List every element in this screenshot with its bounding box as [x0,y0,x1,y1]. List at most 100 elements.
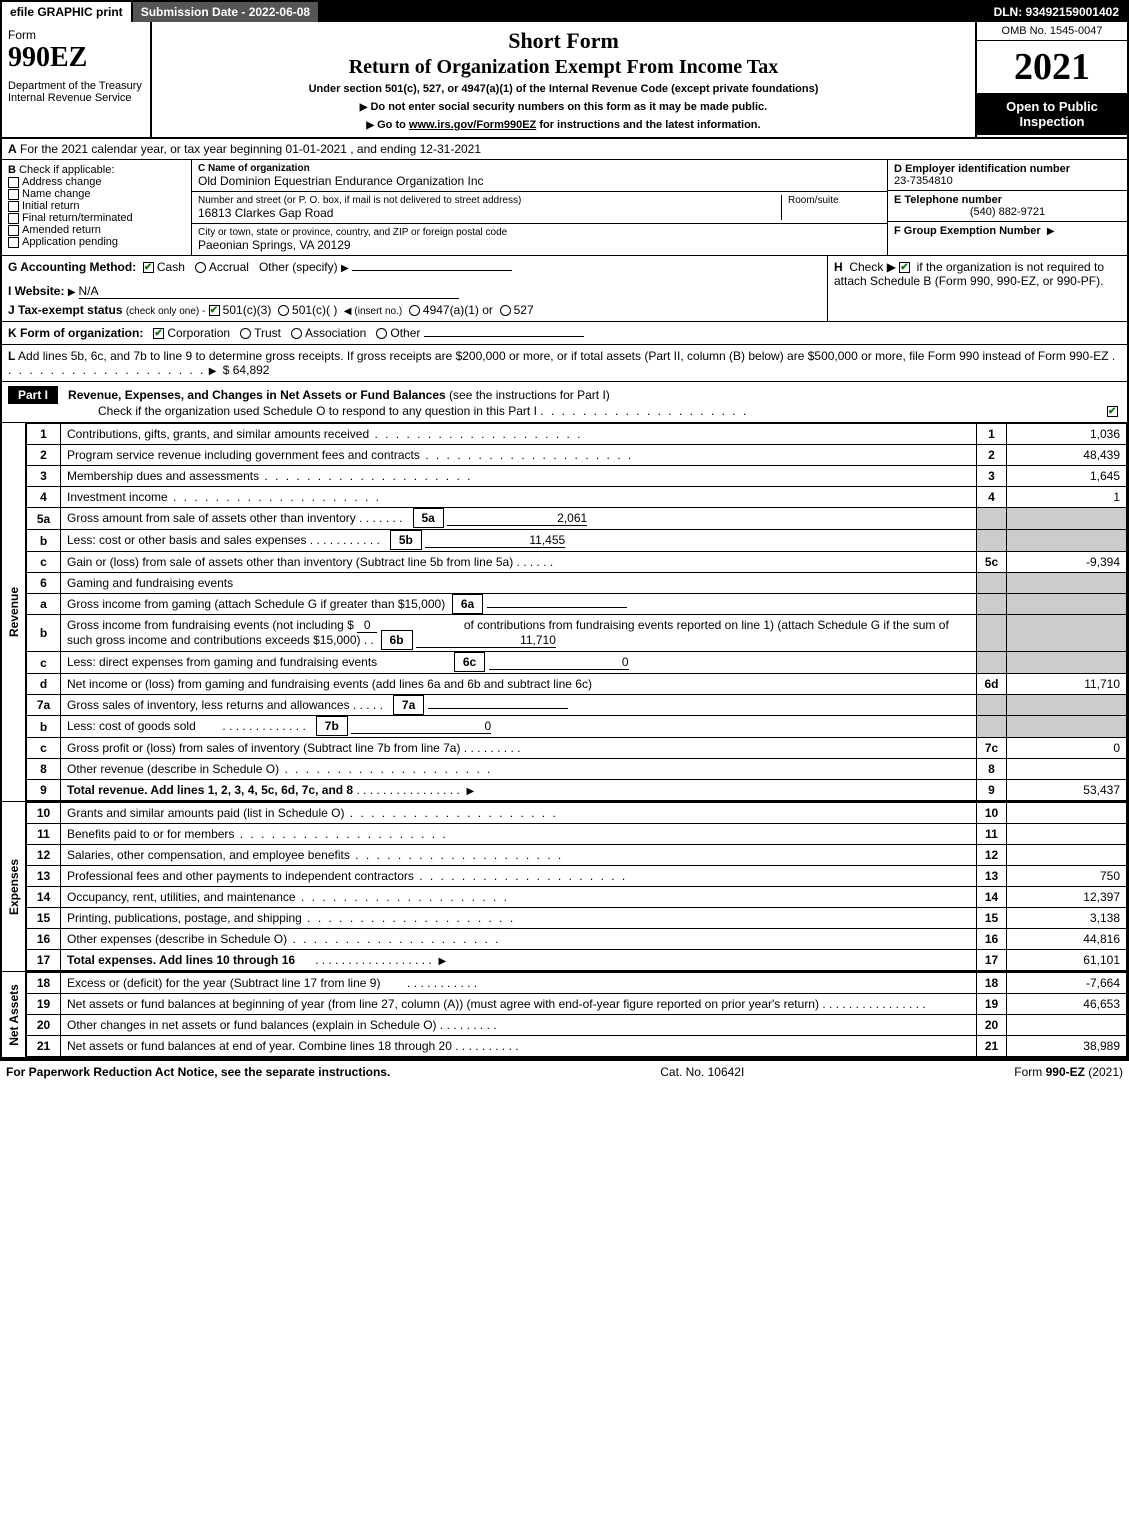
top-bar: efile GRAPHIC print Submission Date - 20… [2,2,1127,22]
efile-print-button[interactable]: efile GRAPHIC print [2,2,133,22]
line-18: 18Excess or (deficit) for the year (Subt… [27,973,1127,994]
revenue-sidelabel: Revenue [2,423,26,801]
c-street-label: Number and street (or P. O. box, if mail… [198,195,781,206]
checkbox-initial-return[interactable] [8,201,19,212]
checkbox-schedule-b[interactable] [899,262,910,273]
line-3: 3Membership dues and assessments31,645 [27,466,1127,487]
part-i-title: Revenue, Expenses, and Changes in Net As… [68,388,446,402]
section-h: H Check ▶ if the organization is not req… [827,256,1127,321]
j-hint: (check only one) - [126,306,205,317]
line-19: 19Net assets or fund balances at beginni… [27,994,1127,1015]
page-footer: For Paperwork Reduction Act Notice, see … [0,1061,1129,1083]
cat-number: Cat. No. 10642I [660,1065,744,1079]
checkbox-cash[interactable] [143,262,154,273]
section-bcdef: B Check if applicable: Address change Na… [2,160,1127,256]
radio-4947[interactable] [409,305,420,316]
tax-year: 2021 [977,41,1127,93]
org-street: 16813 Clarkes Gap Road [198,206,781,220]
expenses-sidelabel: Expenses [2,802,26,971]
radio-association[interactable] [291,328,302,339]
d-label: D Employer identification number [894,163,1121,175]
section-k: K Form of organization: Corporation Trus… [2,322,1127,345]
k-other-input[interactable] [424,336,584,337]
l-text: Add lines 5b, 6c, and 7b to line 9 to de… [18,349,1109,363]
part-i-header: Part I Revenue, Expenses, and Changes in… [2,382,1127,423]
j-501c3: 501(c)(3) [223,303,272,317]
line-6d: dNet income or (loss) from gaming and fu… [27,674,1127,695]
room-suite-label: Room/suite [788,195,881,206]
g-cash: Cash [157,260,185,274]
line-6: 6Gaming and fundraising events [27,573,1127,594]
line-10: 10Grants and similar amounts paid (list … [27,803,1127,824]
line-17: 17Total expenses. Add lines 10 through 1… [27,950,1127,971]
line-20: 20Other changes in net assets or fund ba… [27,1015,1127,1036]
radio-other[interactable] [376,328,387,339]
checkbox-501c3[interactable] [209,305,220,316]
line-8: 8Other revenue (describe in Schedule O)8 [27,759,1127,780]
part-i-check-text: Check if the organization used Schedule … [98,404,537,418]
line-21: 21Net assets or fund balances at end of … [27,1036,1127,1057]
section-b: B Check if applicable: Address change Na… [2,160,192,255]
arrow-icon [438,953,449,967]
submission-date: Submission Date - 2022-06-08 [133,2,320,22]
k-assoc: Association [305,326,366,340]
arrow-icon [68,284,79,298]
goto-text: Go to www.irs.gov/Form990EZ for instruct… [377,119,760,131]
c-city-label: City or town, state or province, country… [198,227,881,238]
checkbox-schedule-o[interactable] [1107,406,1118,417]
other-specify-input[interactable] [352,270,512,271]
part-i-label: Part I [8,386,58,404]
arrow-icon [1047,225,1058,237]
g-label: G Accounting Method: [8,260,136,274]
form-footer-id: Form 990-EZ (2021) [1014,1065,1123,1079]
line-15: 15Printing, publications, postage, and s… [27,908,1127,929]
line-2: 2Program service revenue including gover… [27,445,1127,466]
form-label: Form [8,28,144,42]
header-right: OMB No. 1545-0047 2021 Open to Public In… [977,22,1127,137]
arrow-icon [466,783,477,797]
netassets-section: Net Assets 18Excess or (deficit) for the… [2,972,1127,1059]
section-c: C Name of organization Old Dominion Eque… [192,160,887,255]
ein-value: 23-7354810 [894,175,1121,187]
line-7b: bLess: cost of goods sold . . . . . . . … [27,716,1127,738]
line-5b: bLess: cost or other basis and sales exp… [27,530,1127,552]
j-501c: 501(c)( ) [292,303,337,317]
org-name: Old Dominion Equestrian Endurance Organi… [198,174,881,188]
checkbox-name-change[interactable] [8,189,19,200]
topbar-spacer [320,2,985,22]
radio-501c[interactable] [278,305,289,316]
paperwork-notice: For Paperwork Reduction Act Notice, see … [6,1065,390,1079]
section-gh: G Accounting Method: Cash Accrual Other … [2,256,1127,322]
line-12: 12Salaries, other compensation, and empl… [27,845,1127,866]
radio-527[interactable] [500,305,511,316]
section-def: D Employer identification number 23-7354… [887,160,1127,255]
short-form-title: Short Form [158,28,969,54]
netassets-sidelabel: Net Assets [2,972,26,1057]
subtitle: Under section 501(c), 527, or 4947(a)(1)… [158,83,969,95]
radio-accrual[interactable] [195,262,206,273]
i-label: I Website: [8,284,64,298]
c-name-label: C Name of organization [198,163,881,174]
h-check: Check ▶ [849,260,896,274]
j-527: 527 [514,303,534,317]
checkbox-corporation[interactable] [153,328,164,339]
line-14: 14Occupancy, rent, utilities, and mainte… [27,887,1127,908]
expenses-section: Expenses 10Grants and similar amounts pa… [2,802,1127,972]
radio-trust[interactable] [240,328,251,339]
irs-link[interactable]: www.irs.gov/Form990EZ [409,119,536,131]
g-other: Other (specify) [259,260,338,274]
checkbox-application-pending[interactable] [8,237,19,248]
checkbox-address-change[interactable] [8,177,19,188]
checkbox-amended-return[interactable] [8,225,19,236]
checkbox-final-return[interactable] [8,213,19,224]
line-1: 1Contributions, gifts, grants, and simil… [27,424,1127,445]
department: Department of the Treasury Internal Reve… [8,80,144,104]
website-value: N/A [79,284,459,299]
revenue-table: 1Contributions, gifts, grants, and simil… [26,423,1127,801]
j-label: J Tax-exempt status [8,303,123,317]
arrow-icon [341,260,352,274]
header-left: Form 990EZ Department of the Treasury In… [2,22,152,137]
opt-address-change: Address change [22,176,102,188]
dln-number: DLN: 93492159001402 [986,2,1127,22]
arrow-icon [360,101,371,113]
